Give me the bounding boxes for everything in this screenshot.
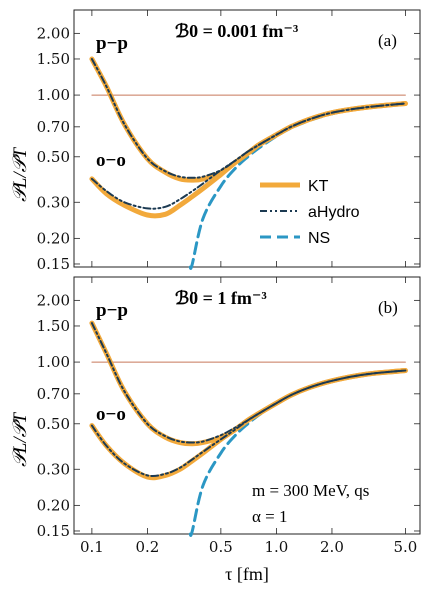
y-tick-label: 0.70 xyxy=(37,118,70,136)
y-tick-label: 0.20 xyxy=(37,229,70,247)
x-tick-label: 1.0 xyxy=(264,538,288,556)
label-pp-b: p−p xyxy=(96,300,128,321)
y-tick-label: 1.50 xyxy=(37,317,70,335)
note-alpha: α = 1 xyxy=(252,507,288,526)
kt-series-line-pp xyxy=(89,56,408,183)
y-tick-label: 0.50 xyxy=(37,415,70,433)
y-tick-label: 1.50 xyxy=(37,50,70,68)
y-tick-label: 2.00 xyxy=(37,24,70,42)
ahydro-series-line-oo xyxy=(90,369,407,478)
ahydro-series-line-oo xyxy=(90,102,407,210)
note-mass: m = 300 MeV, qs xyxy=(252,481,369,500)
label-oo-a: o−o xyxy=(96,150,126,171)
y-tick-label: 2.00 xyxy=(37,291,70,309)
y-tick-label: 0.30 xyxy=(37,460,70,478)
x-tick-label: 0.1 xyxy=(80,538,104,556)
panel-a: 0.15 0.20 0.30 0.50 0.70 1.00 1.50 2.00 p−p o−o… xyxy=(37,9,421,273)
y-tick-label: 0.15 xyxy=(37,522,70,540)
ahydro-series-line-pp xyxy=(90,58,407,179)
panel-a-ticks: 0.15 0.20 0.30 0.50 0.70 1.00 1.50 2.00 xyxy=(37,10,420,273)
x-tick-label: 5.0 xyxy=(393,538,417,556)
y-axis-label: 𝒫L/𝒫T xyxy=(10,147,31,202)
x-tick-label: 2.0 xyxy=(320,538,344,556)
panel-b-series xyxy=(89,320,408,537)
panel-a-frame xyxy=(73,9,421,268)
panel-a-series xyxy=(89,56,408,270)
kt-series-line-oo xyxy=(89,101,408,219)
y-tick-label: 1.00 xyxy=(37,86,70,104)
ns-series-line xyxy=(188,369,407,537)
x-tick-label: 0.5 xyxy=(209,538,233,556)
legend: KT aHydro NS xyxy=(260,178,360,247)
legend-ahydro-label: aHydro xyxy=(308,204,360,221)
y-tick-label: 0.30 xyxy=(37,193,70,211)
legend-kt-label: KT xyxy=(308,178,329,195)
y-tick-label: 0.50 xyxy=(37,148,70,166)
legend-ns-label: NS xyxy=(308,230,330,247)
field-label-a: ℬ0 = 0.001 fm⁻³ xyxy=(175,21,299,41)
y-tick-label: 0.70 xyxy=(37,385,70,403)
panel-b-frame xyxy=(73,276,421,535)
x-tick-label: 0.2 xyxy=(136,538,160,556)
field-label-b: ℬ0 = 1 fm⁻³ xyxy=(175,288,267,308)
y-axis-label-b: 𝒫L/𝒫T xyxy=(10,412,31,467)
label-pp-a: p−p xyxy=(96,33,128,54)
panel-b: 0.15 0.20 0.30 0.50 0.70 1.00 1.50 2.00 0.1 0.2 0.… xyxy=(37,276,421,556)
kt-series-line-pp xyxy=(89,320,408,447)
label-oo-b: o−o xyxy=(96,404,126,425)
panel-label-b: (b) xyxy=(378,298,398,317)
panel-label-a: (a) xyxy=(378,31,397,50)
y-tick-label: 0.20 xyxy=(37,496,70,514)
x-axis-label: τ [fm] xyxy=(225,564,269,584)
y-tick-label: 1.00 xyxy=(37,353,70,371)
y-tick-label: 0.15 xyxy=(37,255,70,273)
panel-b-ticks: 0.15 0.20 0.30 0.50 0.70 1.00 1.50 2.00 0.1 0.2 0.… xyxy=(37,277,420,556)
